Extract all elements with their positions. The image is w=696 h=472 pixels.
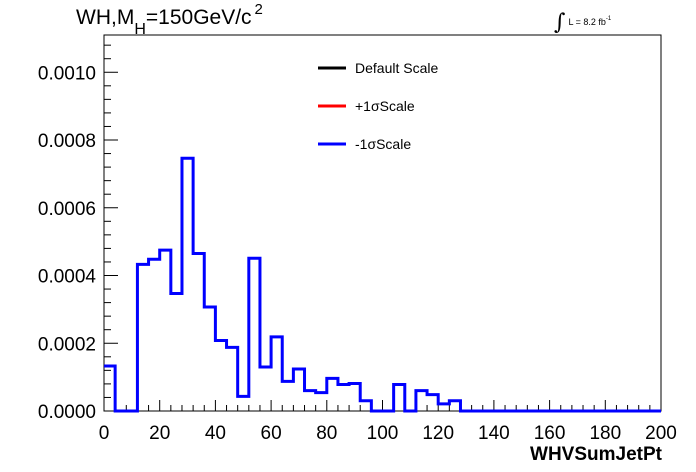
x-tick-label: 120	[422, 423, 454, 444]
series-layer	[104, 156, 661, 413]
title-superscript: 2	[254, 1, 263, 18]
x-tick-label: 140	[478, 423, 510, 444]
x-tick-label: 100	[367, 423, 399, 444]
y-tick-label: 0.0010	[38, 63, 96, 84]
plot-frame	[103, 34, 662, 412]
x-tick-label: 80	[316, 423, 337, 444]
chart-title: WH,MH=150GeV/c 2	[76, 1, 263, 38]
luminosity-label: ∫ L = 8.2 fb-1	[554, 6, 612, 35]
luminosity-superscript: -1	[605, 16, 612, 22]
x-tick-label: 60	[261, 423, 282, 444]
histogram-series-line	[104, 156, 661, 413]
x-axis-title: WHVSumJetPt	[530, 444, 663, 465]
y-tick-label: 0.0004	[38, 267, 97, 288]
legend-label: -1σScale	[355, 136, 411, 152]
y-tick-labels: 0.0000 0.0002 0.0004 0.0006 0.0008 0.0010	[38, 63, 97, 423]
title-subscript: H	[134, 21, 146, 38]
x-tick-label: 40	[205, 423, 226, 444]
x-tick-label: 20	[149, 423, 170, 444]
integral-symbol: ∫	[554, 10, 566, 35]
title-rest: =150GeV/c	[145, 6, 252, 29]
x-tick-labels: 0 20 40 60 80 100 120 140 160 180 200	[99, 423, 677, 444]
y-tick-label: 0.0006	[38, 199, 96, 220]
x-tick-label: 200	[645, 423, 677, 444]
y-tick-label: 0.0002	[38, 334, 96, 355]
luminosity-text: L = 8.2 fb	[568, 17, 606, 27]
legend: Default Scale +1σScale -1σScale	[318, 60, 438, 152]
x-tick-label: 180	[589, 423, 621, 444]
x-tick-label: 160	[534, 423, 566, 444]
legend-label: +1σScale	[355, 98, 415, 114]
y-tick-label: 0.0008	[38, 131, 96, 152]
y-tick-label: 0.0000	[38, 402, 96, 423]
title-main: WH,M	[76, 6, 135, 29]
legend-label: Default Scale	[355, 60, 438, 76]
x-tick-label: 0	[99, 423, 110, 444]
